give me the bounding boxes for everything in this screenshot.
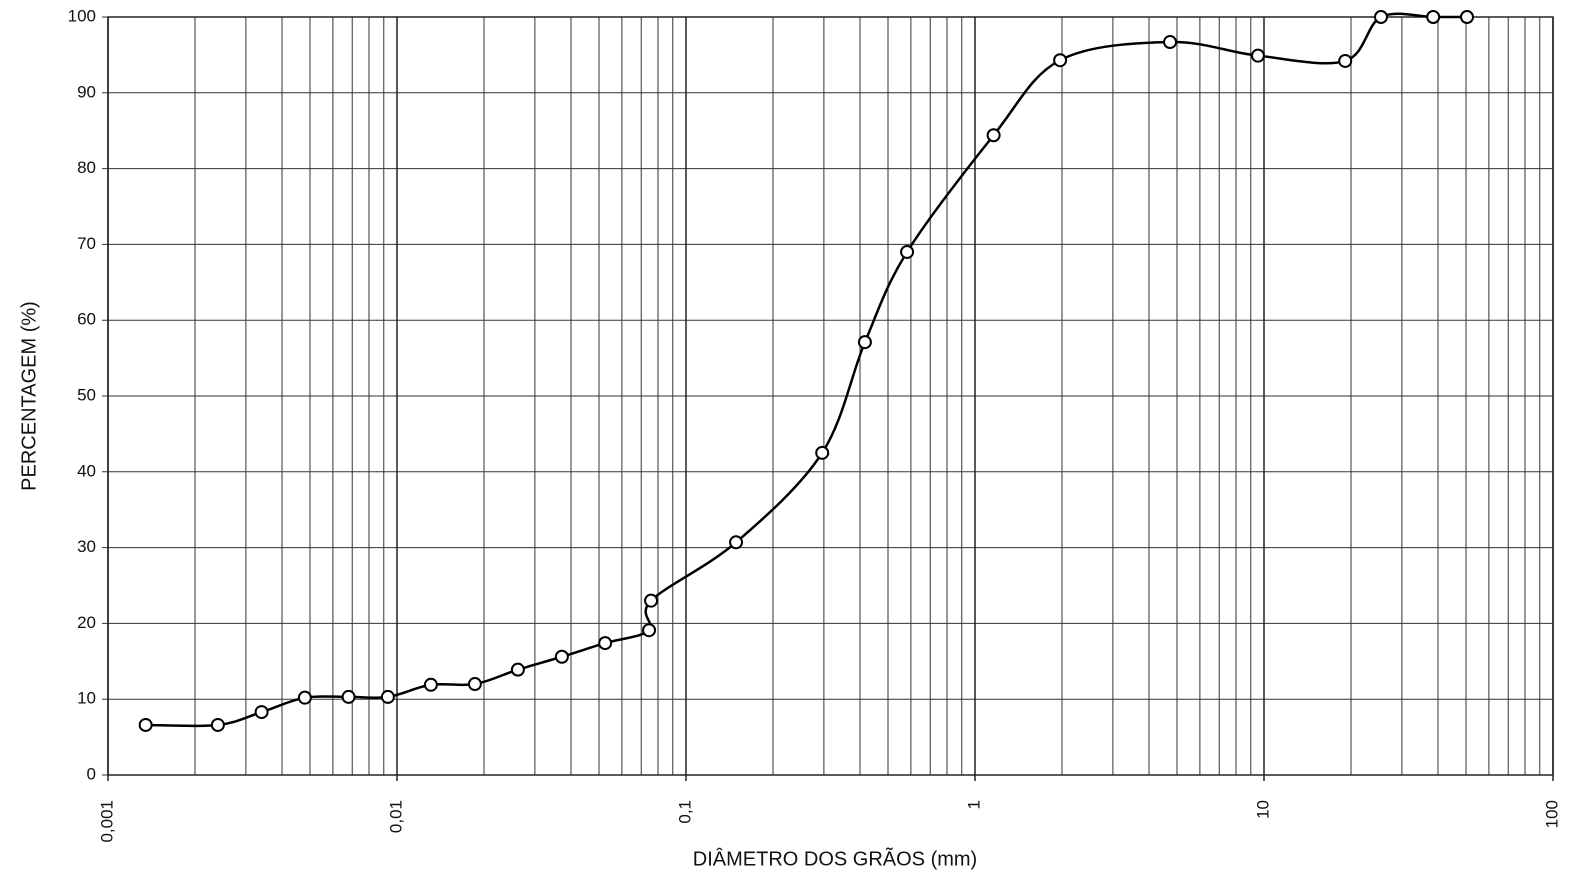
x-tick-label: 10 — [1253, 800, 1272, 819]
y-tick-label: 0 — [87, 764, 96, 783]
x-tick-label: 1 — [964, 800, 983, 809]
x-tick-label: 100 — [1542, 800, 1561, 828]
data-point — [644, 593, 659, 608]
y-tick-label: 60 — [77, 310, 96, 329]
y-axis-title: PERCENTAGEM (%) — [18, 301, 40, 491]
y-tick-label: 20 — [77, 613, 96, 632]
x-tick-label: 0,1 — [675, 800, 694, 824]
data-point — [1426, 10, 1441, 24]
y-tick-label: 10 — [77, 689, 96, 708]
x-axis-title: DIÂMETRO DOS GRÃOS (mm) — [693, 846, 977, 870]
y-tick-label: 30 — [77, 537, 96, 556]
x-tick-label: 0,01 — [386, 800, 405, 833]
data-point — [297, 690, 312, 705]
data-point — [554, 649, 569, 664]
data-point — [423, 677, 438, 692]
data-point — [1250, 48, 1265, 63]
data-point — [815, 445, 830, 460]
data-point — [857, 335, 872, 350]
data-point — [467, 677, 482, 692]
data-line — [145, 12, 1467, 728]
y-tick-label: 90 — [77, 82, 96, 101]
y-tick-label: 100 — [68, 6, 96, 25]
data-point — [900, 244, 915, 259]
y-tick-label: 80 — [77, 158, 96, 177]
data-point — [1460, 10, 1475, 24]
y-tick-label: 70 — [77, 234, 96, 253]
data-point — [380, 689, 395, 704]
y-tick-label: 40 — [77, 461, 96, 480]
data-point — [729, 535, 744, 550]
y-tick-label: 50 — [77, 385, 96, 404]
data-point — [1338, 53, 1353, 68]
data-point — [254, 705, 269, 720]
data-point — [210, 717, 225, 732]
data-point — [341, 689, 356, 704]
data-point — [1053, 53, 1068, 68]
data-point — [1373, 10, 1388, 24]
data-point — [598, 636, 613, 651]
data-point — [510, 662, 525, 677]
data-point — [642, 623, 657, 638]
data-point — [986, 128, 1001, 143]
data-point — [138, 717, 153, 732]
plot-frame — [107, 16, 1554, 776]
data-point — [1163, 35, 1178, 50]
x-tick-label: 0,001 — [97, 800, 116, 843]
